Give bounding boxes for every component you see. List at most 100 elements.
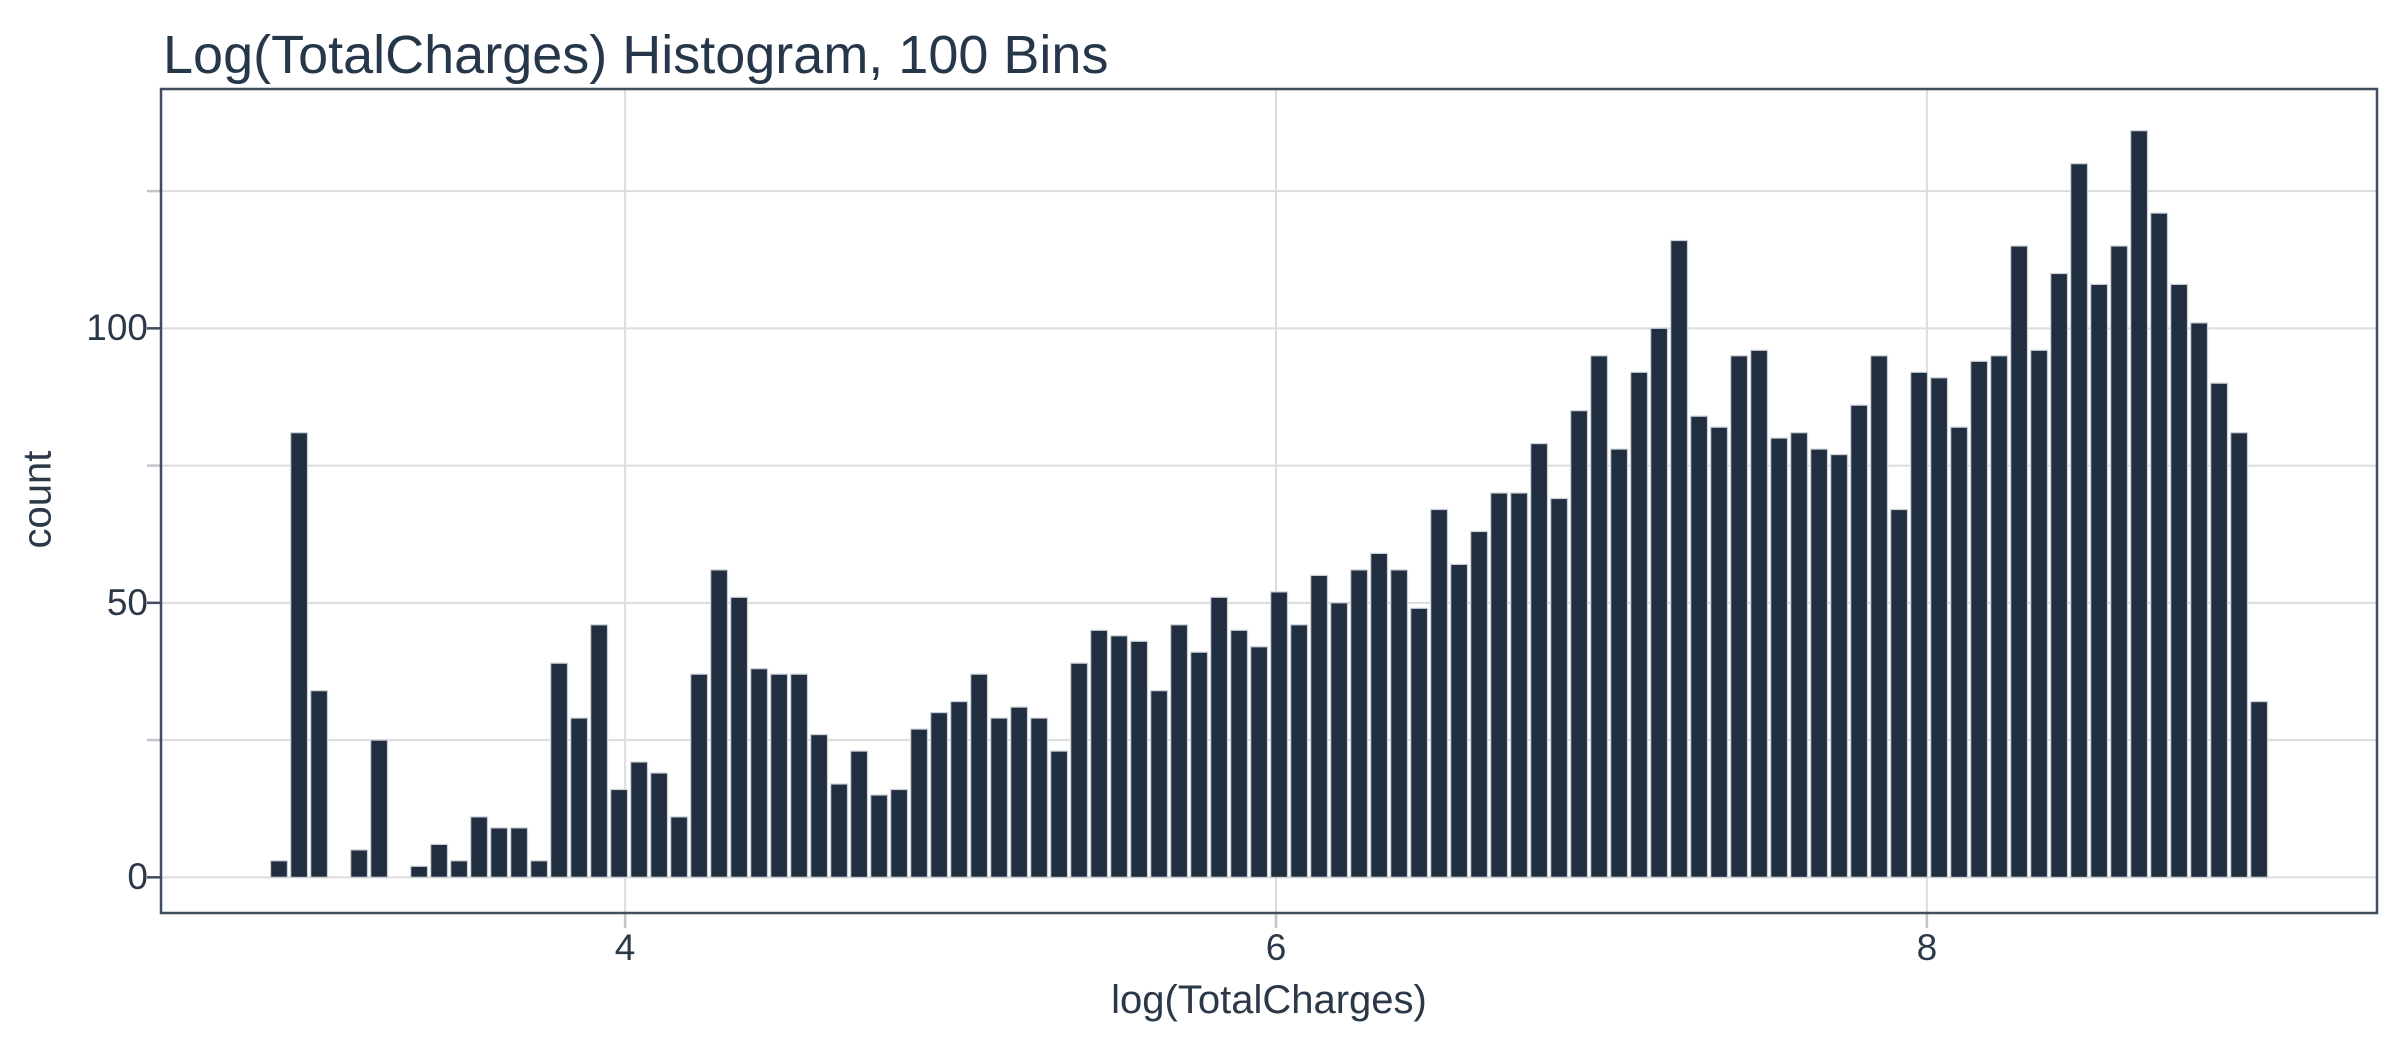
y-tick-label: 100: [86, 307, 148, 349]
histogram-bar: [710, 569, 729, 878]
histogram-bar: [1670, 239, 1689, 878]
histogram-bar: [1850, 404, 1869, 878]
histogram-bar: [1370, 552, 1389, 878]
y-tick-label: 50: [106, 581, 148, 623]
histogram-bar: [1570, 410, 1589, 878]
histogram-bar: [850, 750, 869, 878]
histogram-bar: [370, 739, 389, 878]
histogram-bar: [590, 624, 609, 878]
histogram-bar: [550, 662, 569, 878]
histogram-bar: [1010, 706, 1029, 878]
histogram-bar: [1790, 432, 1809, 879]
histogram-bar: [1050, 750, 1069, 878]
histogram-bar: [2250, 700, 2269, 878]
histogram-bar: [1210, 596, 1229, 878]
histogram-bar: [1770, 437, 1789, 878]
histogram-bar: [350, 849, 369, 878]
histogram-bar: [1250, 646, 1269, 878]
histogram-bar: [950, 700, 969, 878]
histogram-bar: [1610, 448, 1629, 878]
histogram-bar: [2170, 283, 2189, 878]
histogram-bar: [1550, 497, 1569, 878]
histogram-bar: [1690, 415, 1709, 878]
histogram-bar: [630, 761, 649, 878]
histogram-bar: [1410, 607, 1429, 878]
histogram-bar: [1590, 355, 1609, 878]
x-tick-label: 4: [614, 927, 636, 968]
histogram-bar: [930, 711, 949, 878]
histogram-bar: [730, 596, 749, 878]
histogram-bar: [450, 860, 469, 878]
histogram-bar: [270, 860, 289, 878]
histogram-bar: [470, 816, 489, 878]
histogram-bar: [2190, 322, 2209, 878]
histogram-bar: [1510, 492, 1529, 878]
histogram-bar: [1190, 651, 1209, 878]
histogram-bar: [1330, 602, 1349, 878]
histogram-bar: [1110, 635, 1129, 878]
histogram-bar: [1070, 662, 1089, 878]
histogram-bar: [2130, 130, 2149, 878]
histogram-bar: [970, 673, 989, 878]
histogram-bar: [610, 788, 629, 878]
histogram-bar: [530, 860, 549, 878]
histogram-bar: [1710, 426, 1729, 879]
histogram-bar: [830, 783, 849, 878]
histogram-bar: [1730, 355, 1749, 878]
histogram-bar: [1390, 569, 1409, 878]
histogram-bar: [430, 843, 449, 878]
histogram-bar: [2050, 272, 2069, 879]
histogram-bar: [1290, 624, 1309, 878]
histogram-bar: [990, 717, 1009, 878]
histogram-bar: [1430, 508, 1449, 878]
x-tick-label: 6: [1265, 927, 1287, 968]
histogram-bar: [1170, 624, 1189, 878]
histogram-bar: [1990, 355, 2009, 878]
histogram-bar: [410, 865, 429, 878]
histogram-bar: [670, 816, 689, 878]
histogram-bar: [1830, 454, 1849, 878]
histogram-bar: [2110, 245, 2129, 878]
x-axis-title: log(TotalCharges): [1111, 978, 1427, 1022]
histogram-bar: [310, 690, 329, 878]
histogram-bar: [1030, 717, 1049, 878]
histogram-bar: [1310, 574, 1329, 878]
histogram-bar: [490, 827, 509, 878]
histogram-bar: [2150, 212, 2169, 878]
histogram-bar: [890, 788, 909, 878]
histogram-bar: [1970, 360, 1989, 878]
histogram-bar: [1810, 448, 1829, 878]
histogram-bar: [1350, 569, 1369, 878]
histogram-bar: [2010, 245, 2029, 878]
histogram-bar: [1230, 629, 1249, 878]
histogram-bar: [570, 717, 589, 878]
histogram-bar: [2230, 432, 2249, 879]
histogram-bar: [1750, 349, 1769, 878]
histogram-bar: [510, 827, 529, 878]
histogram-bar: [1630, 371, 1649, 878]
histogram-bar: [810, 733, 829, 878]
y-axis-title: count: [15, 450, 60, 549]
histogram-bar: [1530, 443, 1549, 878]
histogram-bar: [1650, 327, 1669, 878]
histogram-bar: [1150, 690, 1169, 878]
histogram-bar: [2210, 382, 2229, 878]
histogram-bar: [1930, 377, 1949, 878]
histogram-bar: [1870, 355, 1889, 878]
histogram-bar: [1890, 508, 1909, 878]
chart-title: Log(TotalCharges) Histogram, 100 Bins: [163, 25, 1109, 85]
histogram-bar: [1130, 640, 1149, 878]
histogram-bar: [290, 432, 309, 879]
histogram-bar: [2070, 163, 2089, 879]
histogram-bar: [750, 668, 769, 878]
histogram-bar: [1270, 591, 1289, 879]
histogram-bar: [1470, 530, 1489, 878]
histogram-bar: [2030, 349, 2049, 878]
histogram-bar: [1490, 492, 1509, 878]
panel-border: [159, 87, 2379, 915]
histogram-bar: [870, 794, 889, 878]
histogram-bar: [650, 772, 669, 878]
histogram-bar: [1910, 371, 1929, 878]
histogram-bar: [1090, 629, 1109, 878]
